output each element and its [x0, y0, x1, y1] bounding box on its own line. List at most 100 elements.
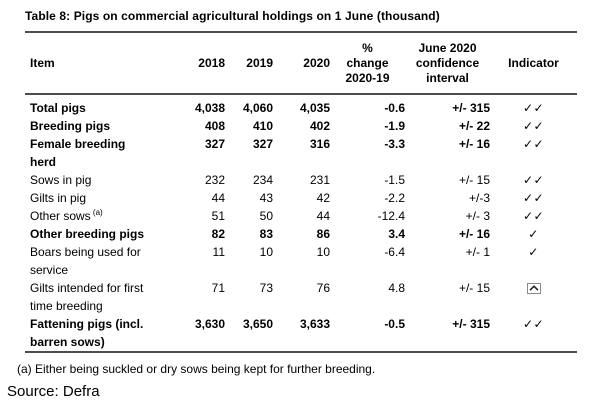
value-2018: 408 — [204, 119, 225, 133]
table-row: Breeding pigs 408 410 402 -1.9 +/- 22 ✓✓ — [25, 117, 577, 135]
footnote-marker: (a) — [90, 208, 103, 217]
value-2020: 76 — [316, 281, 330, 295]
column-header-item: Item — [25, 32, 165, 95]
report-page: Table 8: Pigs on commercial agricultural… — [0, 9, 602, 400]
confidence-interval-value: +/- 22 — [458, 119, 490, 133]
value-2018: 232 — [204, 173, 225, 187]
value-2019: 83 — [259, 227, 273, 241]
confidence-interval-value: +/- 16 — [458, 137, 490, 151]
row-item-label: Boars being used for service — [30, 245, 141, 277]
table-row: Other sows (a) 51 50 44 -12.4 +/- 3 ✓✓ — [25, 207, 577, 225]
pct-change-value: -1.9 — [384, 119, 405, 133]
value-2018: 327 — [204, 137, 225, 151]
table-row: Gilts in pig 44 43 42 -2.2 +/-3 ✓✓ — [25, 189, 577, 207]
indicator-cell — [490, 279, 577, 315]
column-header-2020: 2020 — [273, 32, 330, 95]
confidence-interval-value: +/- 15 — [458, 173, 490, 187]
value-2018: 4,038 — [194, 101, 225, 115]
value-2020: 402 — [309, 119, 330, 133]
pct-change-value: -0.5 — [384, 317, 405, 331]
row-item-label: Gilts in pig — [30, 191, 87, 205]
value-2018: 51 — [211, 209, 225, 223]
indicator-cell: ✓✓ — [490, 207, 577, 225]
pct-change-value: -0.6 — [384, 101, 405, 115]
double-check-icon: ✓✓ — [522, 119, 545, 133]
value-2020: 44 — [316, 209, 330, 223]
indicator-cell: ✓✓ — [490, 315, 577, 352]
value-2020: 231 — [309, 173, 330, 187]
value-2018: 44 — [211, 191, 225, 205]
value-2020: 3,633 — [299, 317, 330, 331]
confidence-interval-value: +/- 315 — [452, 101, 490, 115]
indicator-cell: ✓✓ — [490, 135, 577, 171]
pct-change-value: 4.8 — [388, 281, 405, 295]
row-item-label: Gilts intended for first time breeding — [30, 281, 144, 313]
column-header-2019: 2019 — [225, 32, 273, 95]
table-footnote: (a) Either being suckled or dry sows bei… — [17, 362, 376, 376]
double-check-icon: ✓✓ — [522, 191, 545, 205]
double-check-icon: ✓✓ — [522, 101, 545, 115]
value-2020: 10 — [316, 245, 330, 259]
pct-change-value: -1.5 — [384, 173, 405, 187]
table-row: Boars being used for service 11 10 10 -6… — [25, 243, 577, 279]
column-header-confidence: June 2020 confidence interval — [405, 32, 490, 95]
indicator-cell: ✓✓ — [490, 189, 577, 207]
confidence-interval-value: +/- 1 — [465, 245, 490, 259]
double-check-icon: ✓✓ — [522, 209, 545, 223]
value-2020: 316 — [309, 137, 330, 151]
value-2019: 327 — [252, 137, 273, 151]
value-2018: 71 — [211, 281, 225, 295]
table-header: Item 2018 2019 2020 % change 2020-19 Jun… — [25, 32, 577, 95]
row-item-label: Breeding pigs — [30, 119, 111, 133]
value-2019: 3,650 — [242, 317, 273, 331]
column-header-indicator: Indicator — [490, 32, 577, 95]
row-item-label: Sows in pig — [30, 173, 92, 187]
value-2020: 42 — [316, 191, 330, 205]
confidence-interval-value: +/- 315 — [452, 317, 490, 331]
indicator-cell: ✓ — [490, 243, 577, 279]
pigs-holdings-table: Item 2018 2019 2020 % change 2020-19 Jun… — [25, 31, 577, 353]
pct-change-value: 3.4 — [388, 227, 405, 241]
column-header-2018: 2018 — [165, 32, 225, 95]
table-row: Total pigs 4,038 4,060 4,035 -0.6 +/- 31… — [25, 94, 577, 117]
row-item-label: Fattening pigs (incl. barren sows) — [30, 317, 144, 349]
confidence-interval-value: +/- 16 — [458, 227, 490, 241]
source-attribution: Source: Defra — [7, 383, 100, 400]
table-row: Sows in pig 232 234 231 -1.5 +/- 15 ✓✓ — [25, 171, 577, 189]
row-item-label: Other breeding pigs — [30, 227, 145, 241]
value-2019: 234 — [252, 173, 273, 187]
indicator-cell: ✓✓ — [490, 94, 577, 117]
pct-change-value: -12.4 — [377, 209, 405, 223]
header-row: Item 2018 2019 2020 % change 2020-19 Jun… — [25, 32, 577, 95]
table-title: Table 8: Pigs on commercial agricultural… — [25, 9, 440, 23]
value-2019: 43 — [259, 191, 273, 205]
value-2019: 10 — [259, 245, 273, 259]
double-check-icon: ✓✓ — [522, 137, 545, 151]
row-item-label: Female breeding herd — [30, 137, 126, 169]
value-2020: 86 — [316, 227, 330, 241]
value-2019: 73 — [259, 281, 273, 295]
pct-change-value: -6.4 — [384, 245, 405, 259]
indicator-cell: ✓✓ — [490, 117, 577, 135]
confidence-interval-value: +/- 3 — [465, 209, 490, 223]
value-2019: 4,060 — [242, 101, 273, 115]
row-item-label: Other sows (a) — [30, 208, 103, 224]
indicator-cell: ✓ — [490, 225, 577, 243]
row-item-label: Total pigs — [30, 101, 86, 115]
double-check-icon: ✓✓ — [522, 173, 545, 187]
confidence-interval-value: +/- 15 — [458, 281, 490, 295]
table-body: Total pigs 4,038 4,060 4,035 -0.6 +/- 31… — [25, 94, 577, 352]
pct-change-value: -2.2 — [384, 191, 405, 205]
value-2019: 50 — [259, 209, 273, 223]
pct-change-value: -3.3 — [384, 137, 405, 151]
value-2018: 11 — [212, 245, 225, 259]
value-2018: 3,630 — [194, 317, 225, 331]
value-2020: 4,035 — [299, 101, 330, 115]
value-2019: 410 — [252, 119, 273, 133]
single-check-icon: ✓ — [528, 245, 539, 259]
indicator-cell: ✓✓ — [490, 171, 577, 189]
single-check-icon: ✓ — [528, 227, 539, 241]
value-2018: 82 — [211, 227, 225, 241]
double-check-icon: ✓✓ — [522, 317, 545, 331]
table-row: Gilts intended for first time breeding 7… — [25, 279, 577, 315]
